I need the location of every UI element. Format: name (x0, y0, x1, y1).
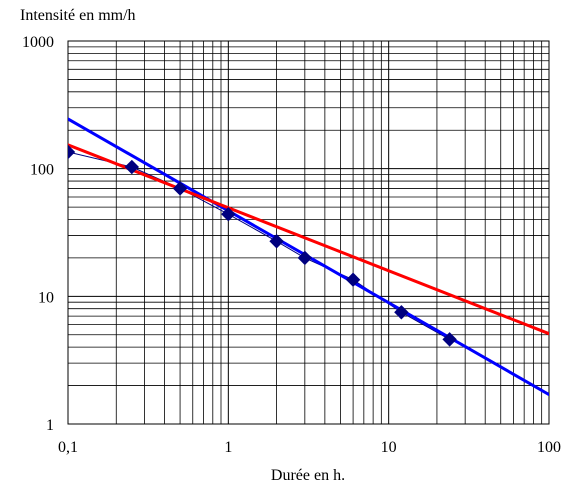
data-point (124, 159, 140, 175)
data-point (394, 305, 409, 320)
data-point (172, 181, 188, 196)
x-tick-label: 100 (537, 439, 561, 456)
data-point (297, 250, 313, 266)
data-point (442, 332, 457, 347)
data-point (68, 144, 76, 160)
series-layer (68, 117, 549, 397)
y-axis-title: Intensité en mm/h (20, 7, 136, 24)
data-connector-line (68, 151, 450, 340)
y-tick-label: 1 (46, 417, 54, 434)
y-tick-label: 1000 (22, 34, 54, 51)
x-tick-label: 0,1 (58, 439, 78, 456)
y-tick-label: 10 (38, 289, 54, 306)
data-point (221, 206, 236, 222)
y-tick-label: 100 (30, 162, 54, 179)
data-point (345, 272, 361, 287)
x-tick-label: 1 (224, 439, 232, 456)
x-tick-label: 10 (381, 439, 397, 456)
data-point (269, 234, 284, 249)
plot-frame (67, 40, 550, 425)
x-axis-title: Durée en h. (271, 467, 345, 484)
grid (68, 41, 549, 424)
